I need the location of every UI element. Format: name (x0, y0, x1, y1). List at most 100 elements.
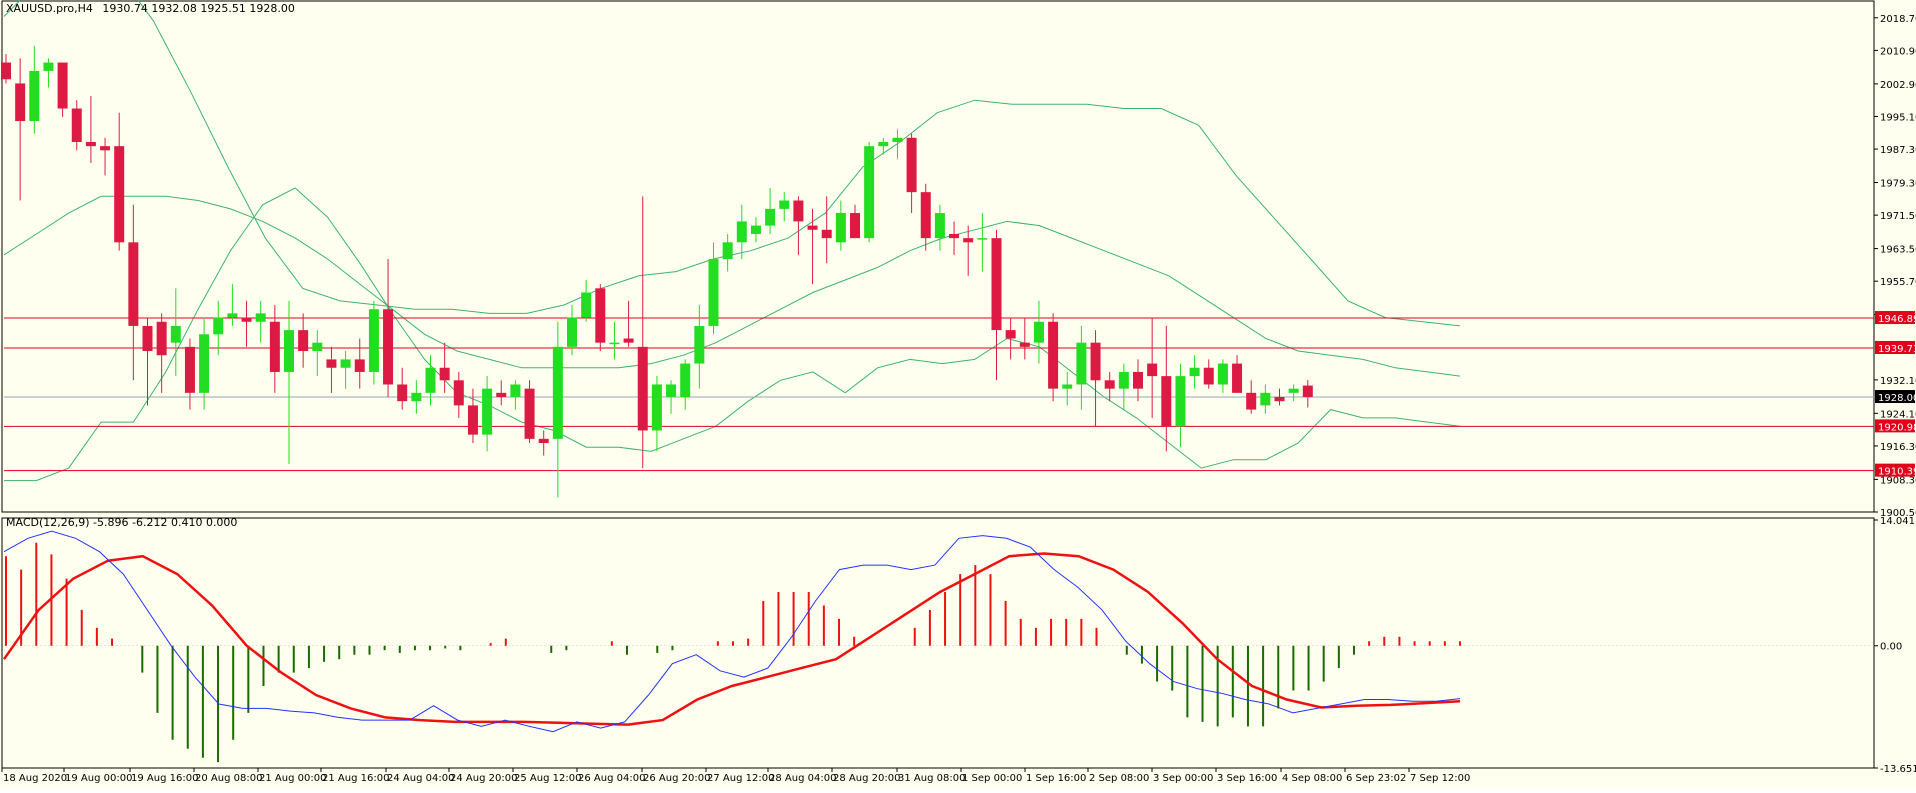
candle-body (991, 238, 1002, 331)
candle-body (453, 380, 464, 406)
candle-body (439, 367, 450, 381)
candle (383, 259, 394, 398)
time-axis-label: 3 Sep 00:00 (1153, 773, 1213, 784)
candle-body (425, 367, 436, 393)
candle-body (496, 392, 507, 398)
candle (1175, 363, 1186, 448)
candle (411, 380, 422, 414)
candle (1203, 359, 1214, 389)
time-axis-label: 4 Sep 08:00 (1282, 773, 1342, 784)
candle (298, 313, 309, 368)
candle (609, 321, 620, 360)
price-axis-label: 1987.30 (1880, 145, 1916, 156)
candle (595, 284, 606, 352)
candle (170, 288, 181, 377)
candle (1, 54, 11, 84)
candle-body (651, 384, 662, 431)
candle (623, 300, 634, 347)
candle (496, 380, 507, 406)
price-axis-label: 1971.50 (1880, 211, 1916, 222)
candle-body (199, 334, 210, 393)
candle-body (609, 342, 620, 345)
candle (1161, 325, 1172, 452)
macd-label: MACD(12,26,9) -5.896 -6.212 0.410 0.000 (6, 516, 238, 529)
candle-body (397, 384, 408, 402)
candle-body (326, 359, 337, 368)
time-axis-label: 26 Aug 04:00 (578, 773, 645, 784)
candle-body (128, 242, 139, 326)
candle (340, 351, 351, 389)
time-axis-label: 1 Sep 00:00 (962, 773, 1022, 784)
candle-body (736, 221, 747, 243)
time-axis-label: 27 Aug 12:00 (707, 773, 774, 784)
ohlc-label: 1930.74 1932.08 1925.51 1928.00 (102, 2, 295, 15)
candle-body (963, 238, 974, 243)
candle (906, 133, 917, 214)
macd-main-line (3, 530, 1461, 733)
level-price-tag-bg (1875, 463, 1915, 477)
price-axis-label: 1916.30 (1880, 442, 1916, 453)
candle-body (1161, 376, 1172, 427)
candle (482, 376, 493, 452)
candle (1104, 371, 1115, 402)
candle (100, 137, 111, 176)
price-axis-label: 1908.30 (1880, 475, 1916, 486)
candle-body (57, 62, 68, 109)
price-axis-label: 2002.90 (1880, 80, 1916, 91)
time-axis-label: 25 Aug 12:00 (514, 773, 581, 784)
candle (269, 305, 280, 393)
time-axis-label: 2 Sep 08:00 (1089, 773, 1149, 784)
candle-body (142, 325, 153, 352)
candle (156, 313, 167, 393)
candle-body (1203, 367, 1214, 385)
candle-body (1033, 321, 1044, 343)
candle-body (835, 213, 846, 243)
candle-body (170, 325, 181, 343)
candle-body (1104, 380, 1115, 389)
candle (1062, 371, 1073, 406)
macd-header: MACD(12,26,9) -5.896 -6.212 0.410 0.000 (6, 516, 237, 529)
symbol-label: XAUUSD.pro,H4 (6, 2, 93, 15)
candle (71, 100, 82, 151)
candle-body (71, 108, 82, 142)
candle (736, 204, 747, 260)
candle-body (595, 288, 606, 343)
macd-signal-line (2, 552, 1461, 726)
candle (977, 213, 988, 272)
current-price-tag-bg (1875, 390, 1915, 404)
candle (29, 45, 40, 134)
candle-body (368, 309, 379, 372)
time-axis-label: 19 Aug 00:00 (65, 773, 132, 784)
candle-body (227, 313, 238, 318)
candle (199, 317, 210, 410)
candle (1246, 380, 1257, 414)
candle (694, 305, 705, 389)
candle-body (708, 259, 719, 326)
candle (1005, 317, 1016, 360)
candle (1118, 363, 1129, 410)
candle-body (934, 213, 945, 239)
candle (368, 300, 379, 385)
price-axis-label: 1963.50 (1880, 245, 1916, 256)
candle (425, 355, 436, 406)
candle-body (524, 388, 535, 439)
candle-body (892, 137, 903, 142)
candle (326, 346, 337, 393)
candle-body (383, 309, 394, 385)
candle-body (1147, 363, 1158, 377)
time-axis-label: 26 Aug 20:00 (643, 773, 710, 784)
time-axis-label: 24 Aug 20:00 (450, 773, 517, 784)
candle-body (694, 325, 705, 364)
candle (510, 380, 521, 410)
candle-body (114, 146, 125, 243)
candle-body (15, 83, 26, 122)
candle (864, 141, 875, 243)
candle (680, 359, 691, 410)
candle (1147, 317, 1158, 418)
candle (524, 380, 535, 444)
candle-body (920, 192, 931, 239)
candle-body (1133, 371, 1143, 389)
candle-body (722, 242, 733, 260)
candle-body (807, 225, 818, 230)
